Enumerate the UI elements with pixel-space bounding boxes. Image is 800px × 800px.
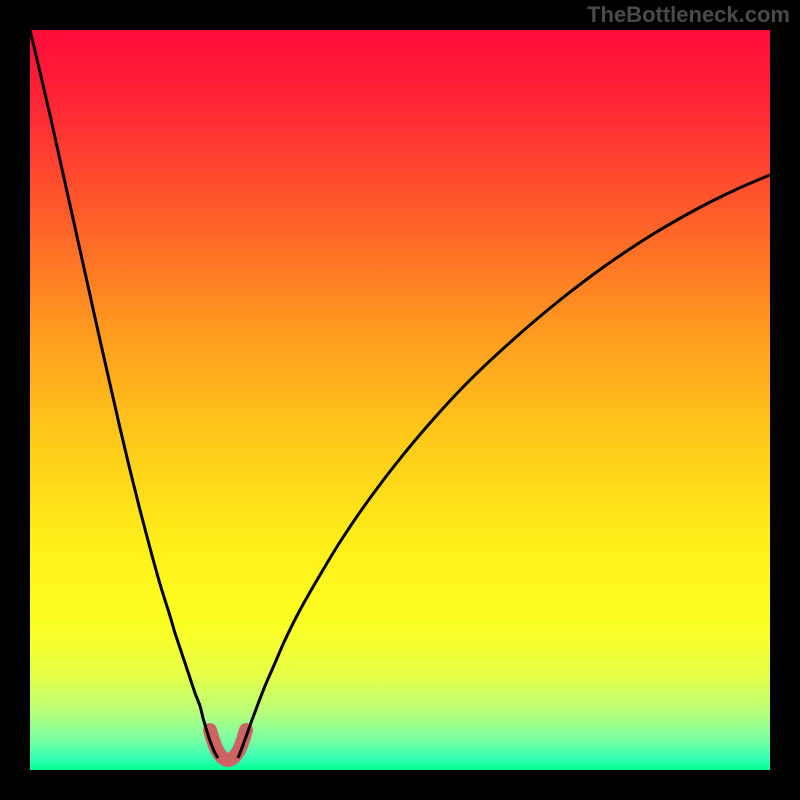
plot-area: [30, 30, 770, 770]
chart-svg: [0, 0, 800, 800]
watermark-text: TheBottleneck.com: [587, 2, 790, 28]
chart-container: TheBottleneck.com: [0, 0, 800, 800]
